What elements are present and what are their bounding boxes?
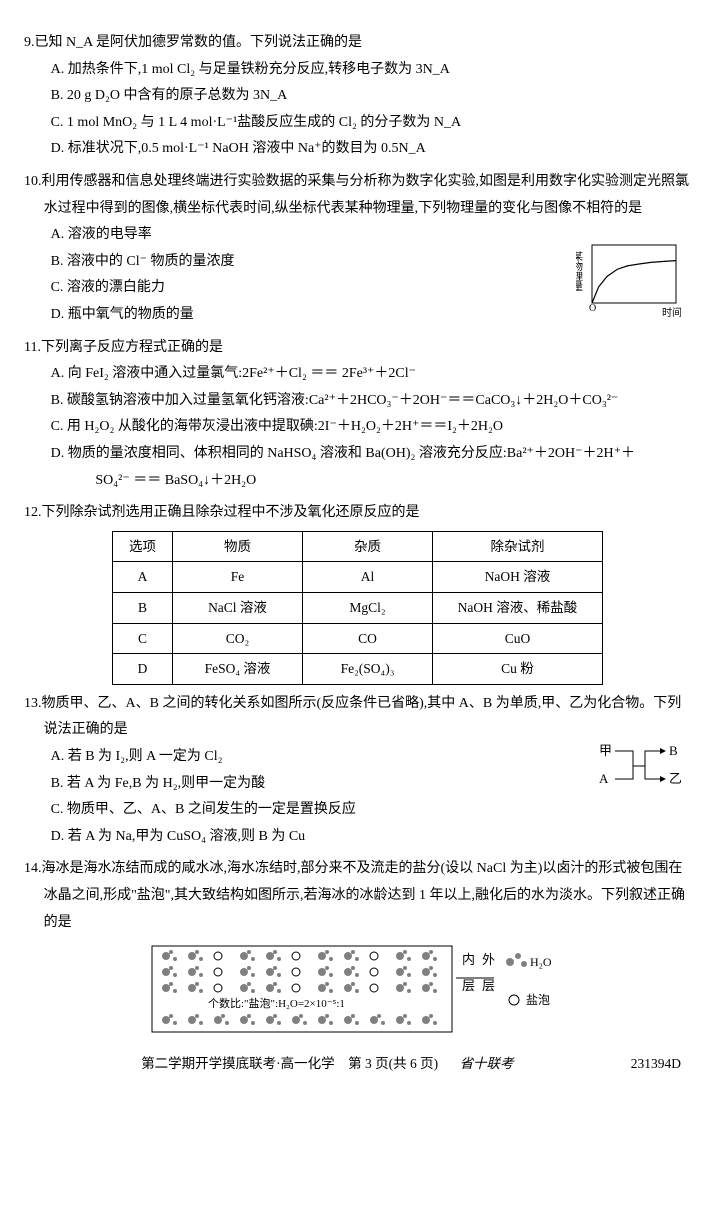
node-jia: 甲 (599, 743, 612, 758)
q14-lbl-outer: 外 (482, 952, 495, 967)
q10-stem: 10.利用传感器和信息处理终端进行实验数据的采集与分析称为数字化实验,如图是利用… (24, 169, 691, 222)
question-12: 12.下列除杂试剂选用正确且除杂过程中不涉及氧化还原反应的是 选项物质杂质除杂试… (24, 500, 691, 685)
q13-opt-b: B. 若 A 为 Fe,B 为 H₂,则甲一定为酸 (51, 771, 691, 798)
q14-lbl-salt: 盐泡 (526, 993, 550, 1007)
q13-text: 物质甲、乙、A、B 之间的转化关系如图所示(反应条件已省略),其中 A、B 为单… (42, 696, 682, 738)
q12-td: CO₂ (173, 623, 303, 654)
q9-opt-b: B. 20 g D₂O 中含有的原子总数为 3N_A (51, 83, 691, 110)
q10-xlabel: 时间 (662, 306, 681, 319)
q11-options: A. 向 FeI₂ 溶液中通入过量氯气:2Fe²⁺＋Cl₂ ＝＝ 2Fe³⁺＋2… (24, 361, 691, 494)
q12-text: 下列除杂试剂选用正确且除杂过程中不涉及氧化还原反应的是 (42, 505, 420, 520)
q13-options: A. 若 B 为 I₂,则 A 一定为 Cl₂ B. 若 A 为 Fe,B 为 … (24, 744, 691, 850)
question-11: 11.下列离子反应方程式正确的是 A. 向 FeI₂ 溶液中通入过量氯气:2Fe… (24, 335, 691, 495)
q12-th: 除杂试剂 (433, 531, 603, 562)
q14-lbl-inner: 内 (462, 952, 475, 967)
q12-td: NaOH 溶液、稀盐酸 (433, 592, 603, 623)
table-row: AFeAlNaOH 溶液 (113, 562, 603, 593)
q12-td: A (113, 562, 173, 593)
q12-td: B (113, 592, 173, 623)
table-row: DFeSO₄ 溶液Fe₂(SO₄)₃Cu 粉 (113, 654, 603, 685)
q14-salt-legend: 盐泡 (509, 993, 550, 1007)
q10-chart: 某物理量 时间 O (576, 241, 681, 319)
q11-opt-a: A. 向 FeI₂ 溶液中通入过量氯气:2Fe²⁺＋Cl₂ ＝＝ 2Fe³⁺＋2… (51, 361, 691, 388)
q12-td: CO (303, 623, 433, 654)
q12-td: Al (303, 562, 433, 593)
q14-h2o-legend: H₂O (506, 953, 552, 969)
q10-text: 利用传感器和信息处理终端进行实验数据的采集与分析称为数字化实验,如图是利用数字化… (42, 174, 690, 216)
page-footer: 第二学期开学摸底联考·高一化学 第 3 页(共 6 页) 省十联考 231394… (24, 1051, 691, 1077)
q12-table-header-row: 选项物质杂质除杂试剂 (113, 531, 603, 562)
q14-lbl-ceng2: 层 (482, 978, 495, 993)
q14-caption: 个数比:"盐泡":H₂O=2×10⁻⁵:1 (208, 996, 345, 1010)
q12-td: Fe (173, 562, 303, 593)
q11-num: 11. (24, 340, 41, 355)
q14-text: 海冰是海水冻结而成的咸水冰,海水冻结时,部分来不及流走的盐分(设以 NaCl 为… (42, 861, 686, 929)
footer-stamp: 省十联考 (460, 1056, 514, 1071)
question-10: 10.利用传感器和信息处理终端进行实验数据的采集与分析称为数字化实验,如图是利用… (24, 169, 691, 329)
q12-td: C (113, 623, 173, 654)
q9-opt-c: C. 1 mol MnO₂ 与 1 L 4 mol·L⁻¹盐酸反应生成的 Cl₂… (51, 110, 691, 137)
q12-td: NaCl 溶液 (173, 592, 303, 623)
q10-origin: O (589, 303, 596, 314)
q12-th: 选项 (113, 531, 173, 562)
q14-num: 14. (24, 861, 42, 876)
q10-num: 10. (24, 174, 42, 189)
node-a: A (599, 771, 609, 786)
q13-diagram: 甲 A B 乙 (599, 743, 681, 789)
q14-stem: 14.海冰是海水冻结而成的咸水冰,海水冻结时,部分来不及流走的盐分(设以 NaC… (24, 856, 691, 936)
q12-stem: 12.下列除杂试剂选用正确且除杂过程中不涉及氧化还原反应的是 (24, 500, 691, 527)
q12-td: D (113, 654, 173, 685)
question-14: 14.海冰是海水冻结而成的咸水冰,海水冻结时,部分来不及流走的盐分(设以 NaC… (24, 856, 691, 1037)
node-b: B (669, 743, 678, 758)
q9-stem: 9.已知 N_A 是阿伏加德罗常数的值。下列说法正确的是 (24, 30, 691, 57)
node-yi: 乙 (669, 771, 681, 786)
q12-num: 12. (24, 505, 42, 520)
q14-figure: 个数比:"盐泡":H₂O=2×10⁻⁵:1 内 外 H₂O 层 层 盐泡 (148, 942, 568, 1037)
table-row: CCO₂COCuO (113, 623, 603, 654)
q13-opt-d: D. 若 A 为 Na,甲为 CuSO₄ 溶液,则 B 为 Cu (51, 824, 691, 851)
question-9: 9.已知 N_A 是阿伏加德罗常数的值。下列说法正确的是 A. 加热条件下,1 … (24, 30, 691, 163)
q13-opt-c: C. 物质甲、乙、A、B 之间发生的一定是置换反应 (51, 797, 691, 824)
q13-opt-a: A. 若 B 为 I₂,则 A 一定为 Cl₂ (51, 744, 691, 771)
q12-th: 杂质 (303, 531, 433, 562)
q11-stem: 11.下列离子反应方程式正确的是 (24, 335, 691, 362)
q12-table: 选项物质杂质除杂试剂 AFeAlNaOH 溶液BNaCl 溶液MgCl₂NaOH… (112, 531, 603, 685)
q14-lbl-h2o: H₂O (530, 955, 552, 969)
q12-td: MgCl₂ (303, 592, 433, 623)
q14-lbl-ceng1: 层 (462, 978, 475, 993)
q11-opt-d-cont: SO₄²⁻ ＝＝ BaSO₄↓＋2H₂O (51, 468, 691, 495)
q10-ylabel: 某物理量 (576, 251, 583, 291)
q11-opt-c: C. 用 H₂O₂ 从酸化的海带灰浸出液中提取碘:2I⁻＋H₂O₂＋2H⁺＝＝I… (51, 414, 691, 441)
q11-opt-d: D. 物质的量浓度相同、体积相同的 NaHSO₄ 溶液和 Ba(OH)₂ 溶液充… (51, 441, 691, 468)
footer-left: 第二学期开学摸底联考·高一化学 第 3 页(共 6 页) (141, 1056, 438, 1071)
q9-text: 已知 N_A 是阿伏加德罗常数的值。下列说法正确的是 (35, 35, 362, 50)
q12-table-body: AFeAlNaOH 溶液BNaCl 溶液MgCl₂NaOH 溶液、稀盐酸CCO₂… (113, 562, 603, 685)
q9-options: A. 加热条件下,1 mol Cl₂ 与足量铁粉充分反应,转移电子数为 3N_A… (24, 57, 691, 163)
table-row: BNaCl 溶液MgCl₂NaOH 溶液、稀盐酸 (113, 592, 603, 623)
q9-opt-d: D. 标准状况下,0.5 mol·L⁻¹ NaOH 溶液中 Na⁺的数目为 0.… (51, 136, 691, 163)
q12-td: FeSO₄ 溶液 (173, 654, 303, 685)
question-13: 13.物质甲、乙、A、B 之间的转化关系如图所示(反应条件已省略),其中 A、B… (24, 691, 691, 851)
q12-td: CuO (433, 623, 603, 654)
q12-td: Cu 粉 (433, 654, 603, 685)
q13-stem: 13.物质甲、乙、A、B 之间的转化关系如图所示(反应条件已省略),其中 A、B… (24, 691, 691, 744)
footer-code: 231394D (631, 1051, 681, 1077)
q11-opt-b: B. 碳酸氢钠溶液中加入过量氢氧化钙溶液:Ca²⁺＋2HCO₃⁻＋2OH⁻＝＝C… (51, 388, 691, 415)
q9-num: 9. (24, 35, 35, 50)
q12-td: Fe₂(SO₄)₃ (303, 654, 433, 685)
q12-td: NaOH 溶液 (433, 562, 603, 593)
q12-th: 物质 (173, 531, 303, 562)
q9-opt-a: A. 加热条件下,1 mol Cl₂ 与足量铁粉充分反应,转移电子数为 3N_A (51, 57, 691, 84)
q11-text: 下列离子反应方程式正确的是 (41, 340, 223, 355)
q13-num: 13. (24, 696, 42, 711)
